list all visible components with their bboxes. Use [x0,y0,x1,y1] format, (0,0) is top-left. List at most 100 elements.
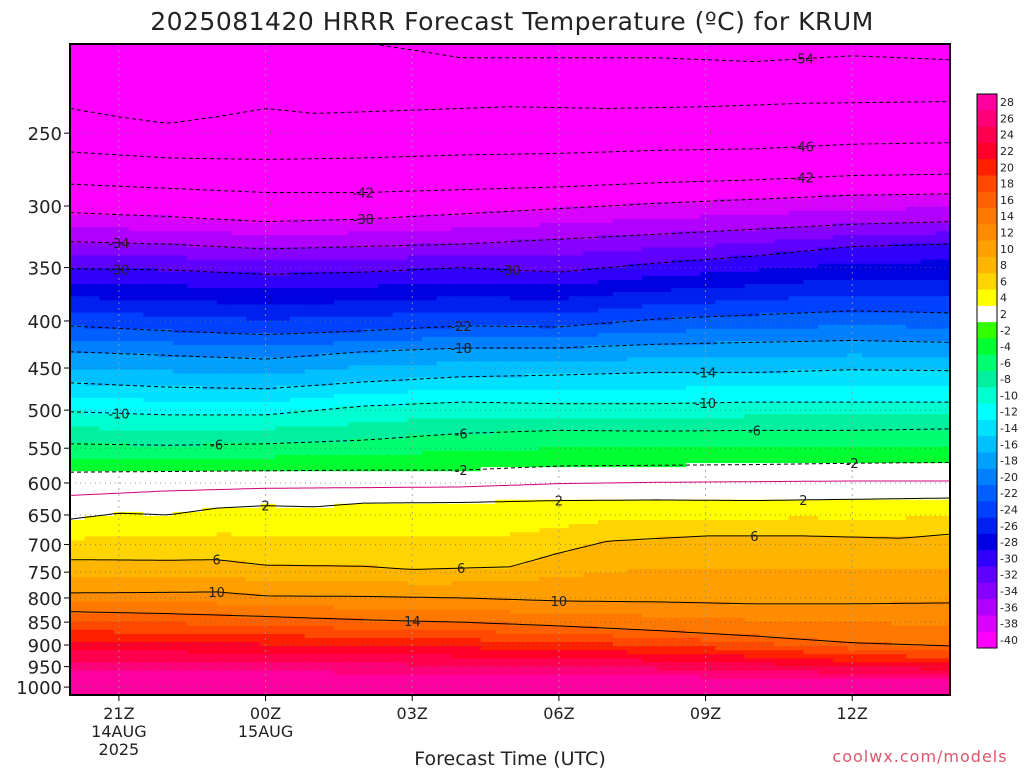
temperature-band [524,239,540,257]
temperature-band [906,446,922,464]
temperature-band [803,430,819,448]
temperature-band [451,434,467,452]
temperature-band [862,662,878,668]
colorbar-label: -20 [1000,471,1018,484]
temperature-band [99,430,115,444]
temperature-band [906,568,922,603]
temperature-band [114,642,130,651]
temperature-band [788,670,804,680]
temperature-band [319,345,335,354]
temperature-band [70,442,86,460]
temperature-band [290,304,306,318]
temperature-band [187,259,203,273]
temperature-band [671,231,687,249]
temperature-band [832,247,848,265]
temperature-band [730,44,746,200]
temperature-band [832,341,848,358]
temperature-band [422,654,438,668]
colorbar-swatch [977,191,997,209]
temperature-band [70,255,86,269]
temperature-band [510,633,526,643]
temperature-band [598,332,614,346]
contour-label: -22 [450,320,471,335]
temperature-band [348,503,364,537]
temperature-band [832,402,848,415]
temperature-band [862,536,878,570]
temperature-band [363,454,379,472]
temperature-band [70,397,86,411]
temperature-band [612,572,628,603]
temperature-band [451,609,467,623]
temperature-band [84,312,100,330]
temperature-band [510,44,526,212]
temperature-band [187,459,203,472]
temperature-band [114,369,130,387]
temperature-band [554,361,570,375]
temperature-band [378,597,394,611]
temperature-band [847,341,863,354]
temperature-band [935,312,950,330]
temperature-band [818,520,834,537]
temperature-band [671,332,687,346]
temperature-band [759,312,775,330]
temperature-band [788,402,804,415]
temperature-band [568,336,584,350]
temperature-band [818,239,834,249]
temperature-band [847,642,863,651]
temperature-band [216,605,232,615]
temperature-band [158,577,174,594]
temperature-band [744,255,760,273]
temperature-band [143,642,159,651]
temperature-band [788,678,804,695]
temperature-band [436,336,452,350]
temperature-band [304,662,320,672]
temperature-band [876,621,892,643]
temperature-band [407,328,423,342]
temperature-band [495,666,511,676]
temperature-band [363,341,379,354]
temperature-band [143,341,159,354]
temperature-band [935,402,950,415]
temperature-band [788,650,804,659]
temperature-band [363,564,379,582]
temperature-band [583,336,599,346]
contour-label: -42 [793,172,814,187]
temperature-band [260,357,276,375]
temperature-band [686,202,702,220]
temperature-band [114,44,130,216]
temperature-band [847,520,863,537]
x-axis-label: Forecast Time (UTC) [414,748,605,768]
temperature-band [627,674,643,695]
temperature-band [466,658,482,668]
temperature-band [495,499,511,537]
temperature-band [568,44,584,208]
temperature-band [246,320,262,334]
temperature-band [436,646,452,655]
temperature-band [275,581,291,598]
temperature-band [84,255,100,269]
temperature-band [524,581,540,603]
temperature-band [143,255,159,269]
temperature-band [759,670,775,680]
temperature-band [627,218,643,236]
colorbar-label: 28 [1000,96,1014,109]
temperature-band [348,629,364,639]
temperature-band [510,300,526,314]
temperature-band [480,609,496,623]
temperature-band [642,617,658,631]
temperature-band [744,385,760,403]
temperature-band [598,324,614,334]
temperature-band [480,666,496,676]
temperature-band [847,369,863,387]
temperature-band [407,231,423,244]
temperature-band [539,44,555,212]
temperature-band [906,194,922,208]
temperature-band [774,605,790,623]
temperature-band [686,446,702,464]
temperature-band [935,536,950,570]
temperature-band [759,642,775,651]
colorbar-swatch [977,289,997,307]
temperature-band [847,678,863,695]
temperature-band [378,393,394,407]
x-tick-label: 09Z [690,704,721,723]
